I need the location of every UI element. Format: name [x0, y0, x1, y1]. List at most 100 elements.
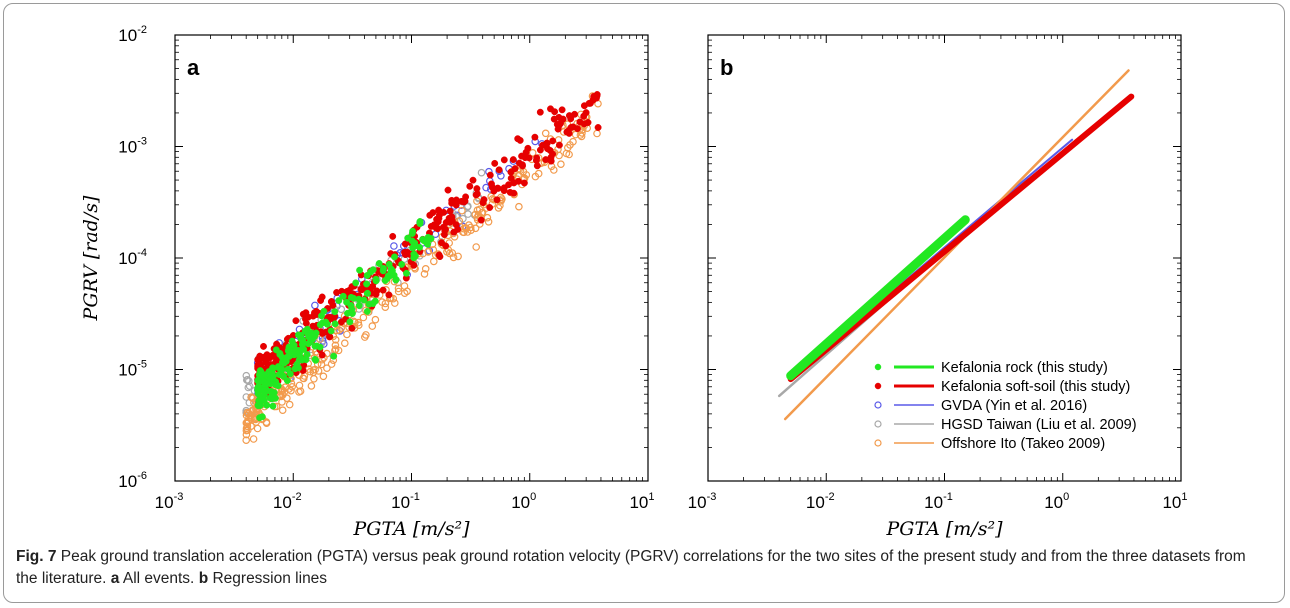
data-point-soft — [263, 351, 271, 359]
data-point-rock — [285, 352, 293, 360]
data-point-rock — [363, 289, 371, 297]
data-point-soft — [511, 165, 519, 173]
data-point-rock — [346, 318, 354, 326]
data-point-ito — [331, 341, 340, 350]
caption-fig-label: Fig. 7 — [16, 548, 57, 565]
data-point-rock — [255, 397, 263, 405]
data-point-rock — [416, 220, 424, 228]
data-point-rock — [275, 371, 283, 378]
data-point-ito — [245, 413, 253, 422]
data-point-soft — [594, 124, 602, 131]
y-axis-label: PGRV [rad/s] — [80, 195, 102, 321]
data-point-rock — [356, 266, 364, 274]
data-point-soft — [571, 110, 579, 118]
data-point-ito — [242, 430, 251, 439]
data-point-soft — [525, 154, 533, 162]
data-point-soft — [549, 150, 557, 158]
caption-text-a: All events. — [122, 570, 195, 587]
data-point-soft — [358, 286, 366, 294]
data-point-ito — [359, 313, 368, 322]
data-point-rock — [410, 242, 418, 250]
data-point-soft — [454, 225, 462, 233]
data-point-rock — [375, 260, 383, 267]
data-point-ito — [244, 409, 253, 418]
data-point-soft — [473, 185, 481, 193]
data-point-soft — [518, 152, 526, 160]
data-point-rock — [302, 356, 310, 364]
legend-label-hgsd: HGSD Taiwan (Liu et al. 2009) — [941, 417, 1137, 433]
data-point-rock — [323, 320, 331, 328]
data-point-hgsd — [463, 203, 472, 211]
y-tick-label: 10-3 — [118, 136, 147, 157]
data-point-ito — [471, 224, 480, 233]
data-point-ito — [557, 160, 565, 169]
data-point-rock — [391, 253, 398, 261]
data-point-rock — [313, 342, 321, 350]
data-point-soft — [435, 208, 443, 216]
data-point-soft — [549, 137, 557, 145]
data-point-rock — [275, 364, 283, 372]
data-point-soft — [557, 120, 564, 127]
data-point-rock — [369, 266, 377, 274]
data-point-soft — [369, 283, 377, 290]
data-point-soft — [547, 157, 555, 165]
data-point-ito — [555, 151, 563, 160]
data-point-rock — [286, 370, 294, 378]
data-point-ito — [247, 422, 255, 431]
data-point-rock — [318, 312, 325, 320]
data-point-gvda — [311, 301, 319, 310]
data-point-soft — [551, 108, 559, 116]
data-point-hgsd — [337, 305, 346, 314]
data-point-ito — [278, 398, 286, 406]
data-point-ito — [317, 360, 326, 369]
data-point-soft — [446, 207, 454, 215]
x-tick-label: 101 — [629, 491, 654, 512]
data-point-ito — [578, 129, 586, 137]
data-point-ito — [466, 223, 475, 232]
data-point-ito — [429, 257, 438, 266]
legend-marker-ito — [874, 439, 882, 447]
x-tick-label: 10-3 — [688, 491, 717, 512]
data-point-hgsd — [477, 168, 486, 177]
data-point-rock — [327, 327, 335, 335]
data-point-soft — [410, 261, 418, 269]
data-point-soft — [500, 156, 508, 164]
x-tick-label: 100 — [511, 491, 536, 512]
data-point-rock — [398, 260, 406, 268]
data-point-ito — [389, 294, 398, 303]
data-point-soft — [488, 183, 496, 191]
data-point-ito — [253, 424, 262, 433]
data-point-ito — [323, 364, 331, 373]
data-point-soft — [385, 291, 393, 299]
data-point-rock — [387, 265, 395, 273]
data-point-gvda — [390, 242, 398, 250]
data-point-soft — [269, 351, 277, 359]
data-point-ito — [327, 360, 336, 368]
data-point-soft — [448, 199, 456, 207]
data-point-soft — [573, 125, 581, 133]
caption-label-b: b — [198, 570, 209, 587]
data-point-rock — [285, 343, 293, 351]
data-point-soft — [586, 99, 594, 107]
data-point-soft — [444, 186, 452, 194]
data-point-rock — [270, 389, 278, 397]
data-point-rock — [312, 356, 320, 364]
data-point-ito — [449, 253, 458, 262]
data-point-soft — [401, 248, 408, 256]
data-point-rock — [363, 307, 371, 315]
data-point-rock — [355, 295, 363, 303]
data-point-rock — [355, 302, 363, 309]
data-point-rock — [258, 413, 266, 421]
data-point-rock — [262, 380, 270, 388]
data-point-rock — [347, 293, 355, 301]
data-point-ito — [310, 374, 318, 383]
data-point-rock — [255, 371, 263, 379]
data-point-ito — [362, 331, 370, 339]
legend-marker-gvda — [874, 401, 882, 409]
data-point-rock — [271, 381, 279, 389]
data-point-ito — [569, 137, 577, 146]
data-point-soft — [257, 361, 265, 369]
data-point-soft — [317, 297, 325, 304]
data-point-hgsd — [243, 376, 251, 384]
x-axis-label: PGTA [m/s²] — [353, 518, 471, 540]
